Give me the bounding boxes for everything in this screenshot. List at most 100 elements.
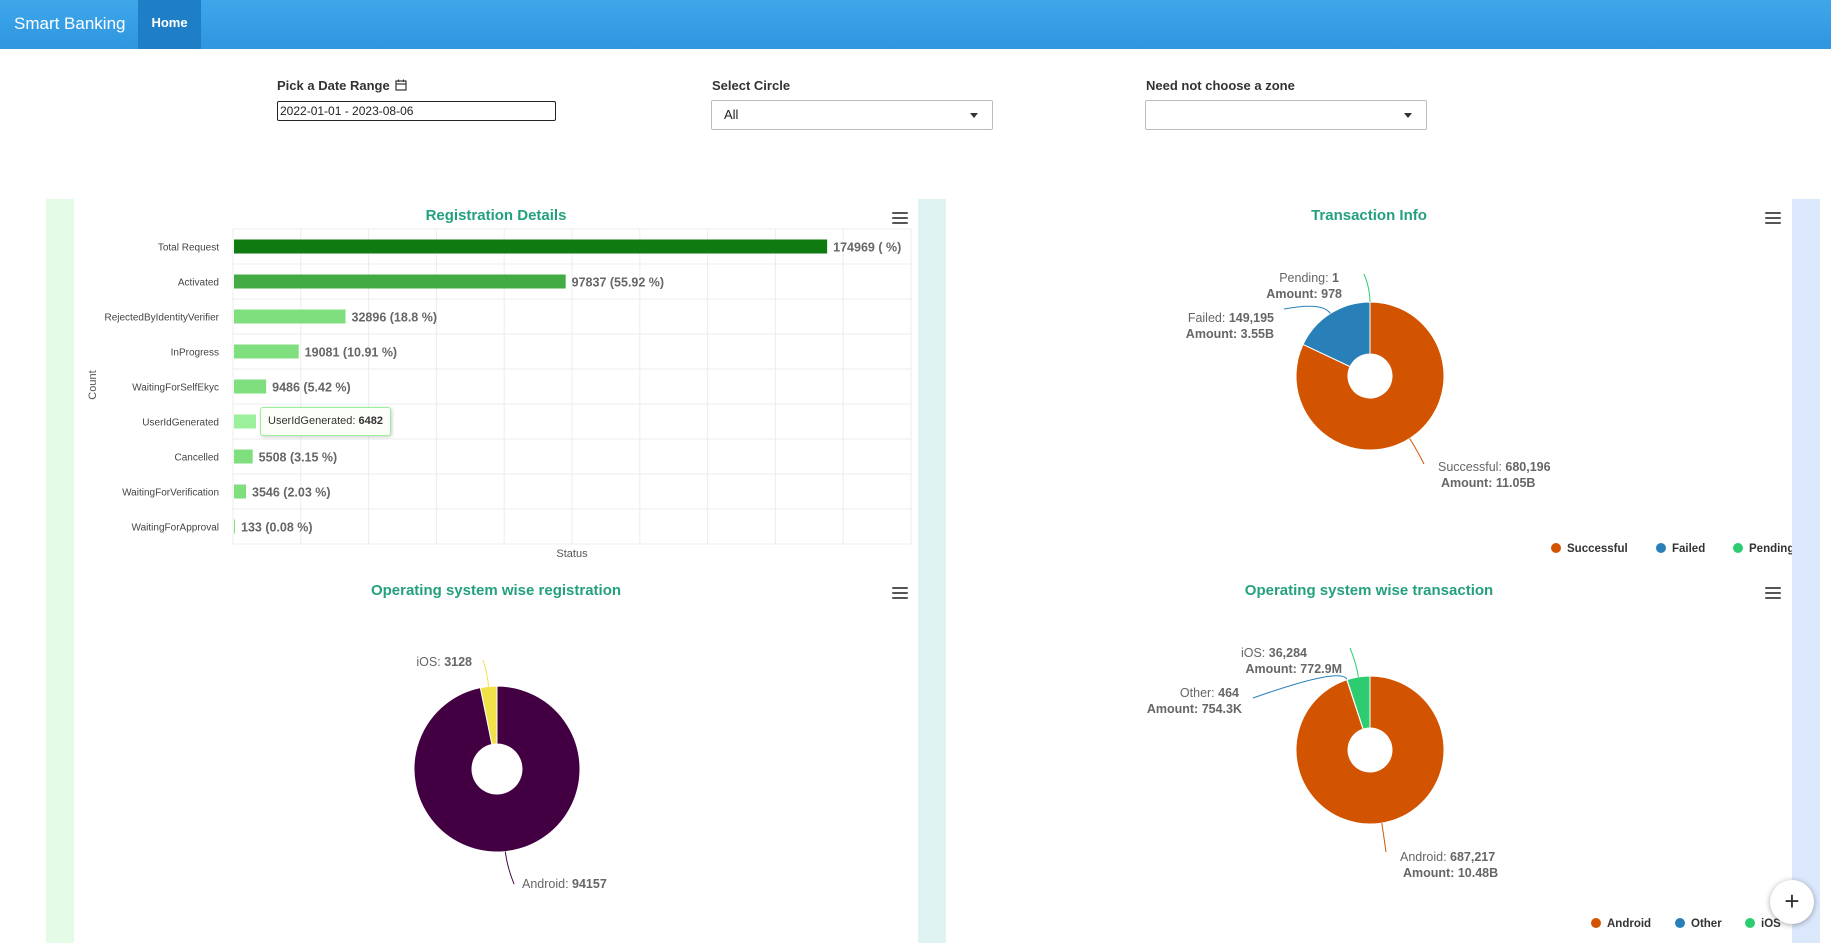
ostxn-hole bbox=[1348, 728, 1392, 772]
bar-tooltip: UserIdGenerated: 6482 bbox=[260, 407, 391, 436]
osreg-data-label: Android: 94157 bbox=[522, 877, 607, 891]
txn-label-value: 149,195 bbox=[1229, 311, 1274, 325]
txn-data-label: Failed: 149,195 bbox=[1188, 311, 1274, 325]
bar-data-label: 174969 ( %) bbox=[833, 241, 901, 255]
txn-data-label: Successful: 680,196 bbox=[1438, 460, 1551, 474]
txn-slice[interactable] bbox=[1295, 301, 1445, 451]
registration-menu-icon[interactable] bbox=[892, 212, 908, 225]
ostxn-legend-item[interactable]: iOS bbox=[1761, 918, 1781, 930]
brand-link[interactable]: Smart Banking bbox=[14, 14, 126, 33]
date-range-label-text: Pick a Date Range bbox=[277, 78, 390, 93]
ostxn-data-label: Android: 687,217 bbox=[1400, 850, 1495, 864]
bar-data-label: 32896 (18.8 %) bbox=[352, 311, 437, 325]
bar-category-label: Cancelled bbox=[175, 453, 219, 464]
os-registration-pie-chart: Android: 94157 iOS: 3128 bbox=[413, 655, 607, 891]
bar-data-label: 19081 (10.91 %) bbox=[305, 346, 397, 360]
os-registration-chart-title: Operating system wise registration bbox=[370, 582, 622, 599]
ostxn-legend-marker[interactable] bbox=[1675, 918, 1685, 928]
bar-data-label: 133 (0.08 %) bbox=[241, 521, 313, 535]
bar[interactable] bbox=[234, 309, 346, 324]
os-transaction-pie-chart: Android: 687,217 Amount: 10.48B Other: 464… bbox=[1147, 646, 1781, 930]
txn-legend-marker[interactable] bbox=[1656, 543, 1666, 553]
ostxn-connector bbox=[1252, 675, 1348, 699]
osreg-label-name: Android: bbox=[522, 877, 572, 891]
bar-category-label: UserIdGenerated bbox=[142, 418, 219, 429]
ostxn-label-value: 464 bbox=[1218, 686, 1239, 700]
osreg-label-value: 94157 bbox=[572, 877, 607, 891]
txn-legend-item[interactable]: Failed bbox=[1672, 543, 1705, 555]
chevron-down-icon bbox=[1404, 113, 1412, 118]
bar-data-label: 3546 (2.03 %) bbox=[252, 486, 331, 500]
bar-category-label: Activated bbox=[178, 278, 219, 289]
top-navbar: Smart Banking Home bbox=[0, 0, 1831, 49]
bar-category-label: InProgress bbox=[171, 348, 219, 359]
txn-connector bbox=[1409, 438, 1425, 465]
right-strip bbox=[1792, 199, 1820, 943]
transaction-menu-icon[interactable] bbox=[1765, 212, 1781, 225]
bar[interactable] bbox=[234, 344, 299, 359]
txn-amount-label: Amount: 11.05B bbox=[1441, 476, 1535, 490]
bar-category-label: WaitingForSelfEkyc bbox=[132, 383, 219, 394]
ostxn-data-label: Other: 464 bbox=[1180, 686, 1239, 700]
transaction-pie-chart: Successful: 680,196 Amount: 11.05B Failed:… bbox=[1186, 271, 1792, 555]
txn-amount-label: Amount: 3.55B bbox=[1186, 327, 1274, 341]
bar-category-label: WaitingForApproval bbox=[132, 523, 219, 534]
ostxn-label-name: Other: bbox=[1180, 686, 1218, 700]
add-fab-button[interactable]: + bbox=[1770, 880, 1814, 924]
bar-x-axis-label: Status bbox=[556, 548, 588, 560]
bar[interactable] bbox=[234, 379, 267, 394]
txn-amount-label: Amount: 978 bbox=[1266, 287, 1342, 301]
zone-select[interactable] bbox=[1145, 100, 1427, 130]
ostxn-legend-item[interactable]: Other bbox=[1691, 918, 1722, 930]
os-transaction-menu-icon[interactable] bbox=[1765, 587, 1781, 600]
osreg-label-value: 3128 bbox=[444, 655, 472, 669]
ostxn-connector bbox=[1349, 647, 1359, 677]
transaction-chart-title: Transaction Info bbox=[1311, 207, 1427, 224]
txn-label-value: 680,196 bbox=[1505, 460, 1550, 474]
ostxn-legend-marker[interactable] bbox=[1591, 918, 1601, 928]
txn-connector bbox=[1283, 305, 1331, 314]
ostxn-legend-item[interactable]: Android bbox=[1607, 918, 1651, 930]
bar[interactable] bbox=[234, 414, 256, 429]
date-range-input[interactable]: 2022-01-01 - 2023-08-06 bbox=[277, 101, 556, 121]
txn-legend-item[interactable]: Successful bbox=[1567, 543, 1628, 555]
registration-chart-title: Registration Details bbox=[425, 207, 567, 224]
ostxn-legend-marker[interactable] bbox=[1745, 918, 1755, 928]
osreg-label-name: iOS: bbox=[416, 655, 444, 669]
ostxn-label-name: iOS: bbox=[1241, 646, 1269, 660]
bar[interactable] bbox=[234, 449, 253, 464]
circle-select[interactable]: All bbox=[711, 100, 993, 130]
bar[interactable] bbox=[234, 519, 235, 534]
bar[interactable] bbox=[234, 239, 828, 254]
tooltip-name: UserIdGenerated bbox=[268, 415, 353, 427]
ostxn-amount-label: Amount: 772.9M bbox=[1245, 662, 1342, 676]
txn-label-name: Failed: bbox=[1188, 311, 1229, 325]
ostxn-label-value: 36,284 bbox=[1269, 646, 1307, 660]
bar-data-label: 97837 (55.92 %) bbox=[572, 276, 664, 290]
ostxn-label-name: Android: bbox=[1400, 850, 1450, 864]
middle-strip bbox=[918, 199, 946, 943]
bar-data-label: 9486 (5.42 %) bbox=[272, 381, 351, 395]
registration-bar-chart: Count Status Total Request 174969 ( %) Act… bbox=[87, 228, 912, 560]
txn-data-label: Pending: 1 bbox=[1279, 271, 1339, 285]
osreg-data-label: iOS: 3128 bbox=[416, 655, 472, 669]
txn-legend-item[interactable]: Pending bbox=[1749, 543, 1792, 555]
left-strip bbox=[46, 199, 74, 943]
txn-label-name: Successful: bbox=[1438, 460, 1505, 474]
calendar-icon bbox=[395, 79, 407, 91]
zone-label: Need not choose a zone bbox=[1146, 78, 1295, 93]
txn-legend-marker[interactable] bbox=[1733, 543, 1743, 553]
ostxn-amount-label: Amount: 10.48B bbox=[1403, 866, 1498, 880]
ostxn-label-value: 687,217 bbox=[1450, 850, 1495, 864]
tooltip-value: 6482 bbox=[358, 415, 383, 427]
circle-select-value: All bbox=[724, 107, 739, 122]
bar-category-label: RejectedByIdentityVerifier bbox=[104, 313, 219, 324]
nav-home-tab[interactable]: Home bbox=[138, 0, 201, 49]
bar-category-label: WaitingForVerification bbox=[122, 488, 219, 499]
circle-label: Select Circle bbox=[712, 78, 791, 93]
bar[interactable] bbox=[234, 274, 566, 289]
txn-legend-marker[interactable] bbox=[1551, 543, 1561, 553]
bar[interactable] bbox=[234, 484, 247, 499]
os-registration-menu-icon[interactable] bbox=[892, 587, 908, 600]
osreg-connector bbox=[504, 851, 515, 885]
